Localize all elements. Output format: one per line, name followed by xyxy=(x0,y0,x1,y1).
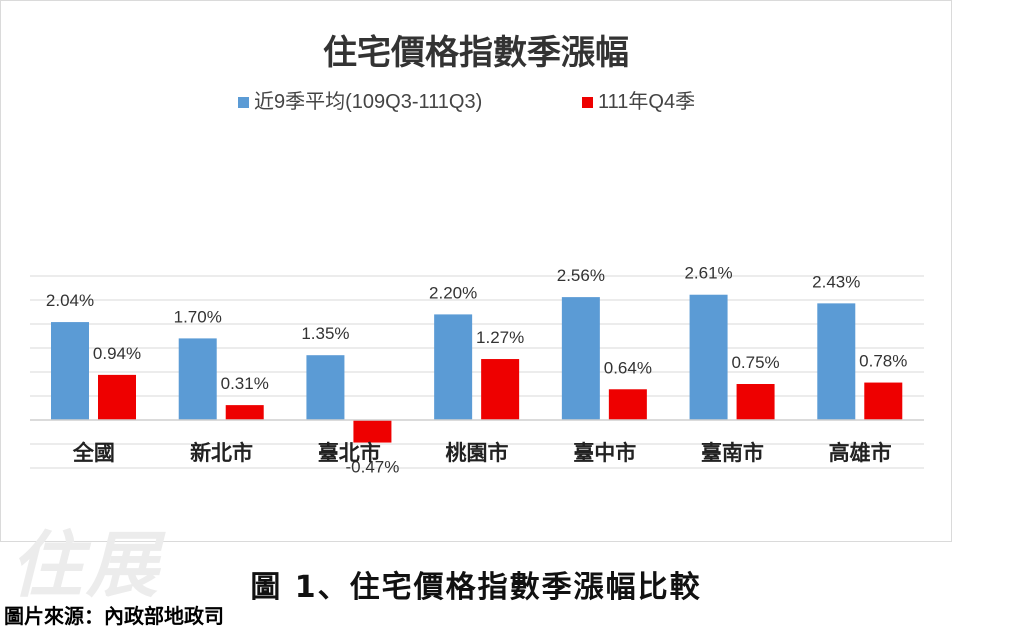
data-label-s1-1: 0.31% xyxy=(221,374,269,393)
bar-s1-0 xyxy=(98,374,136,420)
bar-s1-2 xyxy=(353,420,392,443)
data-label-s1-2: -0.47% xyxy=(345,458,399,477)
bar-s1-6 xyxy=(864,382,903,420)
data-label-s0-5: 2.61% xyxy=(684,264,732,283)
category-label-3: 桃園市 xyxy=(446,441,509,465)
image-source: 圖片來源：內政部地政司 xyxy=(4,604,224,628)
x-axis: 全國 新北市 臺北市 桃園市 臺中市 臺南市 高雄市 xyxy=(30,419,924,465)
bar-s1-5 xyxy=(736,384,775,420)
data-label-s1-3: 1.27% xyxy=(476,328,524,347)
data-label-s0-4: 2.56% xyxy=(557,266,605,285)
data-label-s1-5: 0.75% xyxy=(731,353,779,372)
legend-label-1: 111年Q4季 xyxy=(598,90,695,113)
bar-s0-6 xyxy=(817,303,856,420)
data-label-s1-4: 0.64% xyxy=(604,358,652,377)
legend-swatch-0 xyxy=(238,97,249,108)
bar-s0-2 xyxy=(306,355,345,420)
legend: 近9季平均(109Q3-111Q3) 111年Q4季 xyxy=(238,90,695,113)
bar-s0-4 xyxy=(561,297,600,420)
data-label-s0-2: 1.35% xyxy=(301,324,349,343)
figure-caption: 圖 1、住宅價格指數季漲幅比較 xyxy=(250,570,702,605)
bar-s1-4 xyxy=(608,389,647,420)
data-label-s0-6: 2.43% xyxy=(812,272,860,291)
bar-s0-3 xyxy=(434,314,473,420)
data-label-s1-6: 0.78% xyxy=(859,352,907,371)
legend-swatch-1 xyxy=(582,97,593,108)
chart-frame xyxy=(0,0,952,542)
data-label-s1-0: 0.94% xyxy=(93,344,141,363)
bar-s0-0 xyxy=(51,322,89,420)
category-label-1: 新北市 xyxy=(190,441,253,465)
bar-s0-5 xyxy=(689,294,728,420)
category-label-5: 臺南市 xyxy=(701,441,764,465)
gridlines xyxy=(30,275,924,469)
watermark: 住展 xyxy=(10,522,163,607)
bar-s0-1 xyxy=(178,338,217,420)
category-label-6: 高雄市 xyxy=(829,441,892,465)
bar-chart: 住宅價格指數季漲幅 近9季平均(109Q3-111Q3) 111年Q4季 2.04… xyxy=(30,33,924,477)
chart-title: 住宅價格指數季漲幅 xyxy=(323,33,629,72)
category-label-0: 全國 xyxy=(72,441,115,465)
data-label-s0-0: 2.04% xyxy=(46,291,94,310)
data-label-s0-3: 2.20% xyxy=(429,283,477,302)
category-label-2: 臺北市 xyxy=(318,441,381,465)
legend-label-0: 近9季平均(109Q3-111Q3) xyxy=(254,90,482,113)
data-label-s0-1: 1.70% xyxy=(174,307,222,326)
bars: 2.04% 0.94% 1.70% 0.31% 1.35% -0.47% 2.20% 1.27… xyxy=(46,264,907,477)
bar-s1-1 xyxy=(225,405,264,420)
category-label-4: 臺中市 xyxy=(573,441,636,465)
bar-s1-3 xyxy=(481,359,520,420)
